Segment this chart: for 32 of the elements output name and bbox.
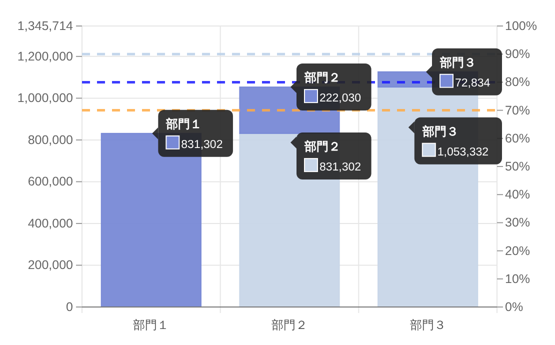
picture-tooltip: 部門３ 72,834 xyxy=(426,48,502,96)
data-label: 72,834 xyxy=(455,77,491,90)
y2-tick-label: 70% xyxy=(505,103,530,118)
picture-tooltip: 部門２ 222,030 xyxy=(290,64,372,111)
y-tick-label: 400,000 xyxy=(28,216,74,230)
y-tick-label: 0 xyxy=(66,300,74,314)
x-tick-label: 部門１ xyxy=(133,318,170,332)
y-tick-label: 800,000 xyxy=(28,132,74,147)
y2-tick-label: 60% xyxy=(505,131,530,146)
y-tick-label: 600,000 xyxy=(28,174,74,189)
y2-tick-label: 50% xyxy=(505,160,530,174)
y-tick-label: 1,000,000 xyxy=(17,91,74,106)
y2-tick-label: 80% xyxy=(505,75,530,90)
y-tick-label: 1,200,000 xyxy=(17,49,74,64)
data-label: 222,030 xyxy=(320,92,362,105)
y2-tick-label: 10% xyxy=(505,272,530,286)
y2-tick-label: 30% xyxy=(505,216,530,230)
picture-tooltip: 部門３ 1,053,332 xyxy=(408,117,502,164)
y2-tick-label: 0% xyxy=(505,300,524,314)
x-tick-label: 部門２ xyxy=(272,318,308,332)
data-label: 831,302 xyxy=(181,138,223,151)
picture-tooltip: 部門１ 831,302 xyxy=(152,110,233,157)
picture-tooltip: 部門２ 831,302 xyxy=(290,132,372,180)
y-tick-label: 1,345,714 xyxy=(17,19,74,33)
y2-tick-label: 20% xyxy=(505,244,530,258)
y2-tick-label: 90% xyxy=(505,47,530,62)
data-label: 831,302 xyxy=(320,162,362,174)
y2-tick-label: 40% xyxy=(505,188,530,202)
y2-tick-label: 100% xyxy=(505,19,537,33)
y-tick-label: 200,000 xyxy=(28,258,74,272)
x-tick-label: 部門３ xyxy=(410,318,446,332)
data-label: 1,053,332 xyxy=(437,146,489,158)
